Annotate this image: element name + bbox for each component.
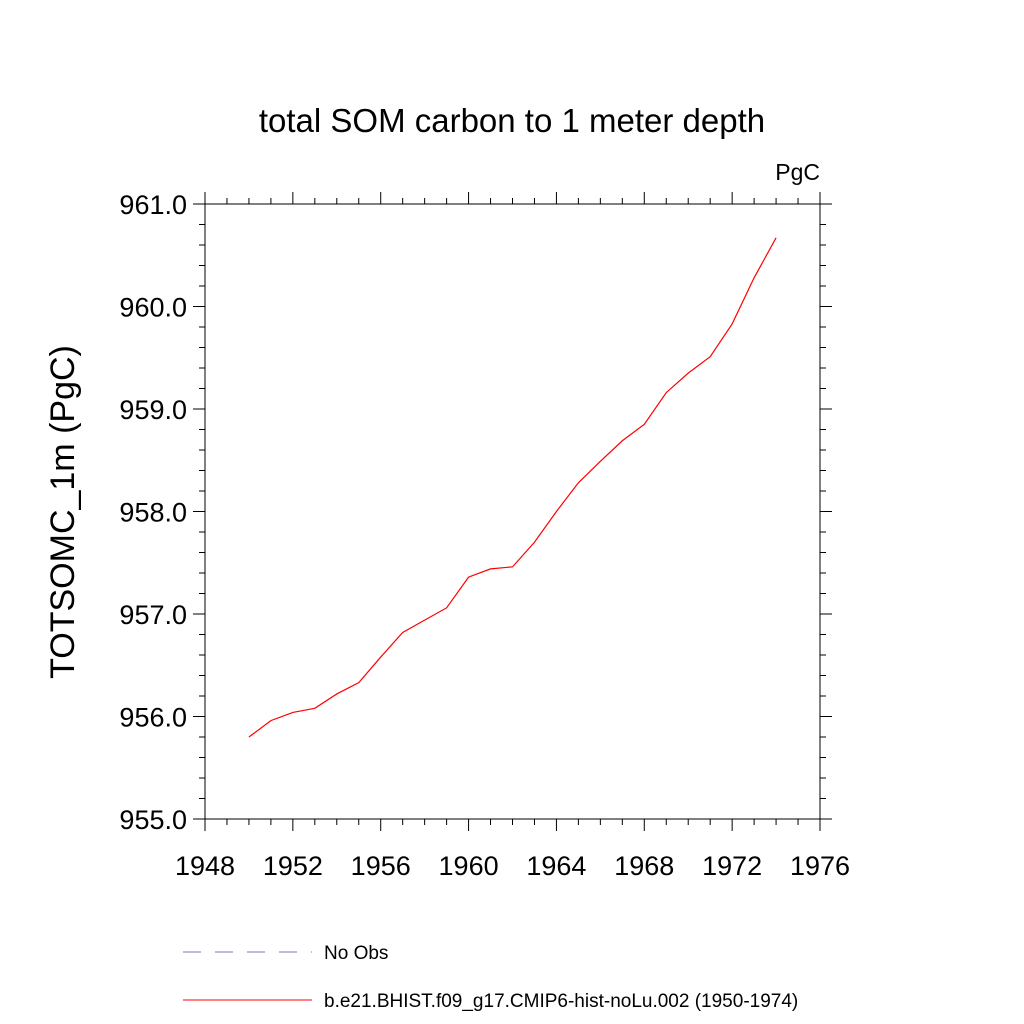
series-line <box>248 237 777 738</box>
y-tick-label: 959.0 <box>119 395 187 425</box>
y-axis-label: TOTSOMC_1m (PgC) <box>44 345 82 679</box>
x-tick-label: 1972 <box>702 851 762 881</box>
legend-label-model: b.e21.BHIST.f09_g17.CMIP6-hist-noLu.002 … <box>324 991 798 1012</box>
x-tick-label: 1960 <box>439 851 499 881</box>
y-tick-label: 958.0 <box>119 498 187 528</box>
x-tick-label: 1952 <box>263 851 323 881</box>
plot-frame <box>204 203 821 820</box>
y-tick-label: 956.0 <box>119 703 187 733</box>
x-tick-label: 1968 <box>614 851 674 881</box>
y-tick-label: 955.0 <box>119 805 187 835</box>
x-tick-label: 1948 <box>175 851 235 881</box>
y-tick-label: 960.0 <box>119 293 187 323</box>
axis-tick-labels: 1948 1952 1956 1960 1964 1968 1972 1976 955.0 956… <box>119 190 850 881</box>
x-tick-label: 1976 <box>790 851 850 881</box>
series-layer <box>248 237 777 738</box>
y-tick-label: 957.0 <box>119 600 187 630</box>
y-tick-label: 961.0 <box>119 190 187 220</box>
axis-ticks <box>193 192 832 831</box>
x-tick-label: 1964 <box>526 851 586 881</box>
legend-label-no-obs: No Obs <box>324 943 388 964</box>
units-label: PgC <box>775 159 820 185</box>
chart-title: total SOM carbon to 1 meter depth <box>259 102 765 139</box>
legend: No Obs b.e21.BHIST.f09_g17.CMIP6-hist-no… <box>183 943 798 1012</box>
x-tick-label: 1956 <box>351 851 411 881</box>
